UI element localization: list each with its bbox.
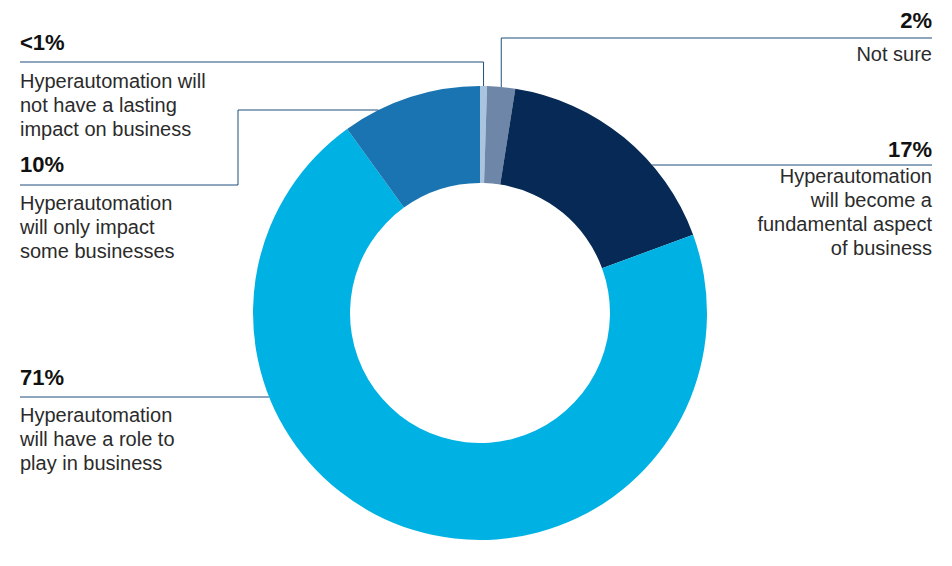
label-line: Hyperautomation [20, 192, 172, 214]
label-line: Not sure [856, 43, 932, 65]
donut [253, 86, 707, 540]
category-label: Hyperautomationwill only impactsome busi… [19, 192, 175, 262]
label-line: not have a lasting [20, 94, 177, 116]
value-label: 10% [20, 152, 64, 177]
category-label: Not sure [856, 43, 932, 65]
category-label: Hyperautomationwill become afundamental … [757, 165, 932, 259]
chart: <1% Hyperautomation willnot have a lastin… [0, 0, 952, 566]
slice [347, 86, 480, 208]
leader-line [20, 397, 269, 398]
category-label: Hyperautomation willnot have a lastingim… [20, 70, 206, 140]
label-line: play in business [20, 452, 162, 474]
label-line: will become a [810, 189, 933, 211]
label-line: impact on business [20, 118, 191, 140]
value-label: <1% [20, 30, 65, 55]
leader-line [20, 110, 378, 185]
label-line: will only impact [19, 216, 155, 238]
leader-line [501, 38, 932, 87]
value-label: 71% [20, 365, 64, 390]
slice [253, 129, 707, 540]
label-line: of business [831, 237, 932, 259]
slice [500, 89, 693, 268]
category-label: Hyperautomationwill have a role toplay i… [19, 404, 175, 474]
label-line: Hyperautomation [780, 165, 932, 187]
label-line: fundamental aspect [757, 213, 932, 235]
leader-lines [20, 38, 932, 397]
label-line: some businesses [20, 240, 175, 262]
label-line: Hyperautomation will [20, 70, 206, 92]
value-label: 17% [888, 137, 932, 162]
label-line: Hyperautomation [20, 404, 172, 426]
labels: <1% Hyperautomation willnot have a lastin… [19, 8, 933, 474]
value-label: 2% [900, 8, 932, 33]
label-line: will have a role to [19, 428, 175, 450]
